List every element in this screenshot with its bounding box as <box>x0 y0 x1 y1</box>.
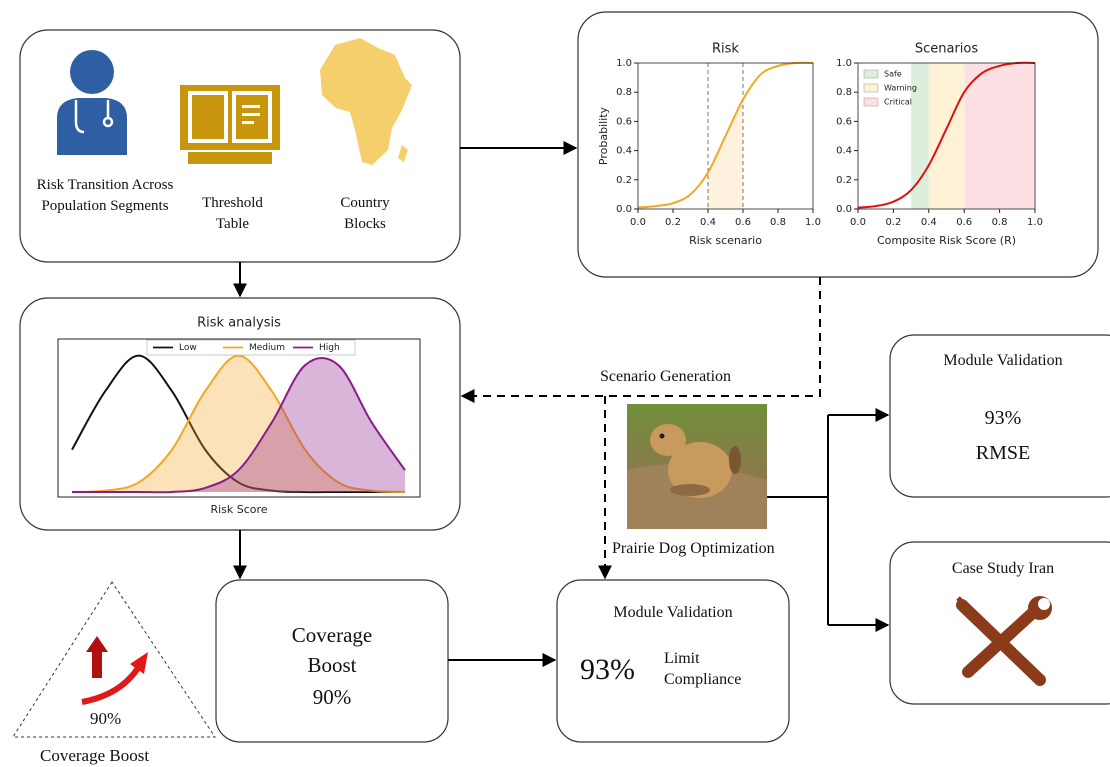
box-title: Coverage Boost <box>291 623 373 677</box>
x-tick-label: 0.0 <box>850 217 866 228</box>
y-tick-label: 0.6 <box>836 116 852 127</box>
shaded-area <box>708 99 743 209</box>
triangle-caption: Coverage Boost <box>40 746 150 765</box>
x-tick-label: 0.4 <box>700 217 716 228</box>
curve <box>71 354 406 493</box>
x-tick-label: 0.2 <box>885 217 901 228</box>
x-tick-label: 0.0 <box>630 217 646 228</box>
legend-label: Warning <box>884 84 917 93</box>
x-tick-label: 1.0 <box>1027 217 1043 228</box>
chart-title: Scenarios <box>915 42 979 57</box>
case-box <box>889 541 1110 705</box>
region <box>928 63 965 209</box>
x-tick-label: 0.6 <box>735 217 751 228</box>
legend-swatch <box>863 69 879 79</box>
y-tick-label: 0.0 <box>836 204 852 215</box>
legend-box <box>146 339 356 356</box>
edge-label: Scenario Generation <box>600 368 732 385</box>
plot-frame <box>857 62 1036 210</box>
region <box>964 63 1035 209</box>
box-metric: RMSE <box>975 442 1031 464</box>
y-tick-label: 0.2 <box>616 175 632 186</box>
box-title: Module Validation <box>943 352 1063 369</box>
x-tick-label: 0.2 <box>665 217 681 228</box>
x-tick-label: 0.8 <box>770 217 786 228</box>
input-label: Threshold Table <box>202 195 263 232</box>
legend-label: High <box>319 343 340 353</box>
curve <box>71 354 405 494</box>
area-fill <box>72 355 405 492</box>
triangle-value: 90% <box>90 709 122 728</box>
x-axis-label: Risk scenario <box>689 234 762 247</box>
legend-label: Medium <box>249 343 285 353</box>
image-caption: Prairie Dog Optimization <box>612 540 775 557</box>
y-tick-label: 0.6 <box>616 116 632 127</box>
curve <box>857 61 1036 209</box>
africa-icon <box>320 38 412 165</box>
curve <box>637 61 814 209</box>
box-value: 93% <box>984 407 1022 429</box>
y-tick-label: 0.2 <box>836 175 852 186</box>
validation-box <box>556 579 790 743</box>
box-title: Case Study Iran <box>951 560 1055 577</box>
box-value: 93% <box>580 653 635 686</box>
triangle <box>12 581 216 738</box>
curve <box>71 357 406 494</box>
box-value: 90% <box>312 685 352 709</box>
area-fill <box>72 358 405 493</box>
legend-swatch <box>863 97 879 107</box>
y-tick-label: 0.8 <box>836 87 852 98</box>
legend-label: Critical <box>884 98 912 107</box>
box-title: Module Validation <box>613 604 733 621</box>
chart-title: Risk analysis <box>197 316 281 331</box>
y-tick-label: 0.4 <box>616 146 632 157</box>
chart-title: Risk <box>712 42 739 57</box>
x-axis-label: Risk Score <box>210 503 267 516</box>
y-tick-label: 1.0 <box>616 58 632 69</box>
y-tick-label: 1.0 <box>836 58 852 69</box>
y-tick-label: 0.8 <box>616 87 632 98</box>
connectors <box>233 141 890 667</box>
rmse-box <box>889 334 1110 498</box>
tools-icon <box>956 596 1052 686</box>
book-icon <box>180 85 280 164</box>
y-tick-label: 0.0 <box>616 204 632 215</box>
x-tick-label: 0.8 <box>992 217 1008 228</box>
doctor-icon <box>57 50 127 155</box>
boost-arrows <box>81 636 148 705</box>
y-axis-label: Probability <box>597 106 610 165</box>
plot-frame <box>637 62 814 210</box>
x-tick-label: 0.6 <box>956 217 972 228</box>
y-tick-label: 0.4 <box>836 146 852 157</box>
x-tick-label: 0.4 <box>921 217 937 228</box>
input-label: Country Blocks <box>340 195 390 232</box>
dashed-arrow <box>460 277 821 403</box>
box-metric: Limit Compliance <box>664 650 742 688</box>
prairie-dog-image <box>627 404 767 529</box>
legend-label: Safe <box>884 70 902 79</box>
x-axis-label: Composite Risk Score (R) <box>877 234 1016 247</box>
legend-label: Low <box>179 343 197 353</box>
x-tick-label: 1.0 <box>805 217 821 228</box>
input-label: Risk Transition Across Population Segmen… <box>36 177 174 214</box>
legend-swatch <box>863 83 879 93</box>
